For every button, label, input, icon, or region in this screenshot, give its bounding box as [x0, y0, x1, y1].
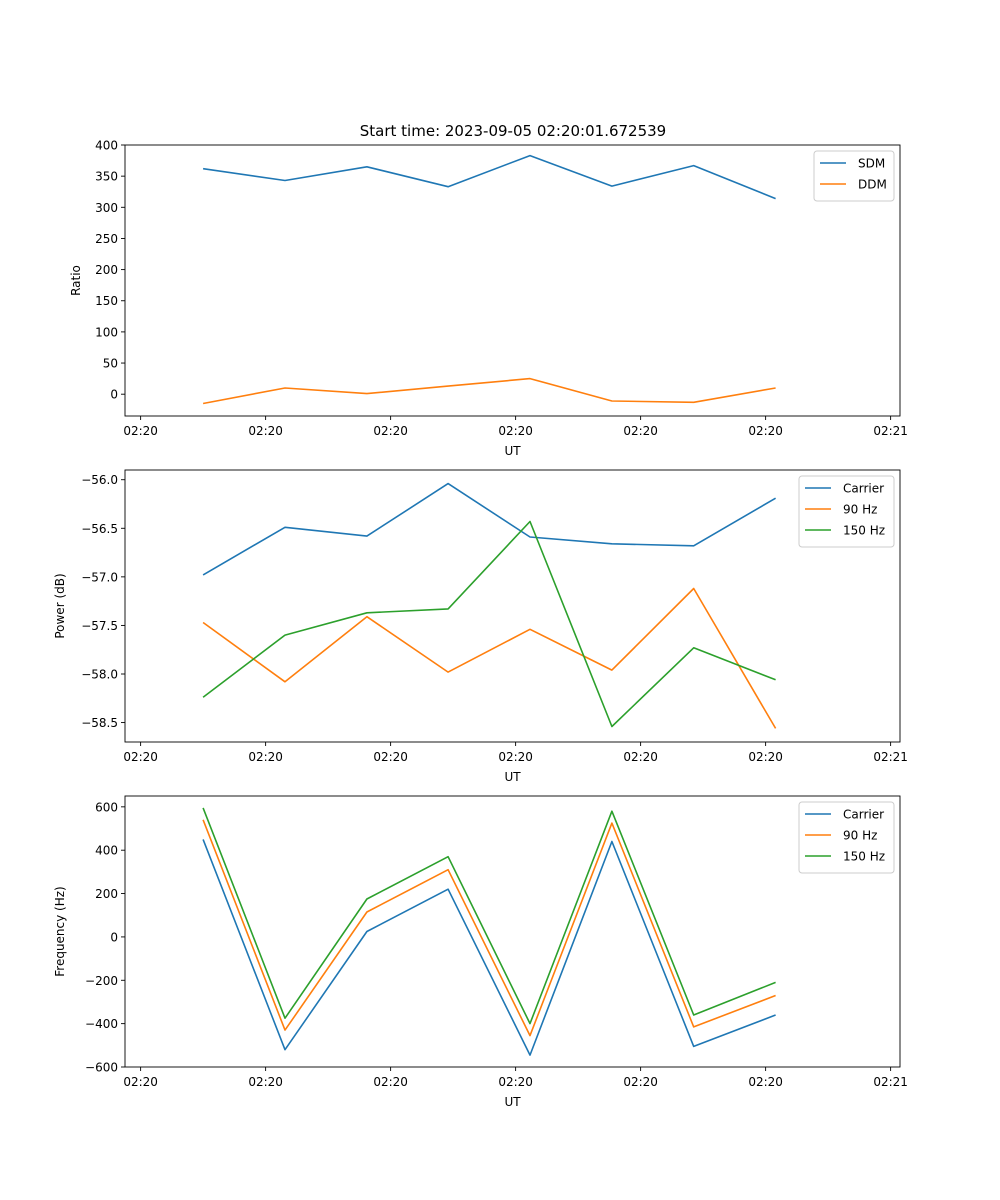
series-line-90-hz [202, 587, 777, 729]
series-line-carrier [202, 839, 776, 1056]
x-tick-label: 02:20 [123, 424, 158, 438]
x-tick-label: 02:20 [498, 424, 533, 438]
x-axis-label: UT [504, 444, 521, 458]
x-tick-label: 02:20 [373, 1075, 408, 1089]
x-tick-label: 02:20 [748, 750, 783, 764]
legend-label: 90 Hz [843, 829, 877, 843]
y-tick-label: −56.5 [81, 522, 118, 536]
y-axis-label: Ratio [69, 265, 83, 296]
y-tick-label: 150 [95, 294, 118, 308]
y-tick-label: 600 [95, 800, 118, 814]
series-line-90-hz [202, 819, 776, 1037]
y-tick-label: −58.0 [81, 668, 118, 682]
x-tick-label: 02:20 [748, 424, 783, 438]
y-tick-label: 200 [95, 887, 118, 901]
y-tick-label: −400 [85, 1017, 118, 1031]
x-tick-label: 02:20 [498, 1075, 533, 1089]
y-tick-label: 50 [103, 357, 118, 371]
series-line-sdm [202, 154, 776, 200]
x-tick-label: 02:20 [623, 750, 658, 764]
x-tick-label: 02:20 [498, 750, 533, 764]
series-line-150-hz [202, 807, 776, 1025]
y-tick-label: 250 [95, 232, 118, 246]
x-tick-label: 02:20 [373, 424, 408, 438]
y-tick-label: −600 [85, 1061, 118, 1075]
legend-label: Carrier [843, 808, 884, 822]
x-axis-label: UT [504, 770, 521, 784]
x-tick-label: 02:21 [873, 1075, 908, 1089]
y-axis-label: Power (dB) [53, 573, 67, 638]
x-tick-label: 02:20 [623, 424, 658, 438]
legend-label: SDM [858, 157, 885, 171]
x-tick-label: 02:21 [873, 750, 908, 764]
figure-title: Start time: 2023-09-05 02:20:01.672539 [360, 122, 666, 140]
x-tick-label: 02:20 [623, 1075, 658, 1089]
y-tick-label: −200 [85, 974, 118, 988]
x-tick-label: 02:20 [248, 750, 283, 764]
y-tick-label: 100 [95, 325, 118, 339]
axes-frame-power [124, 469, 901, 743]
subplot-power: 02:20 02:20 02:20 02:20 02:20 02:20 02:21 −56.0… [53, 469, 908, 784]
x-tick-label: 02:20 [123, 750, 158, 764]
y-tick-label: −57.0 [81, 570, 118, 584]
y-tick-label: −58.5 [81, 716, 118, 730]
legend-label: Carrier [843, 482, 884, 496]
x-tick-label: 02:20 [123, 1075, 158, 1089]
y-tick-label: 0 [110, 388, 118, 402]
x-tick-label: 02:21 [873, 424, 908, 438]
legend-label: 150 Hz [843, 850, 885, 864]
y-tick-label: 200 [95, 263, 118, 277]
x-tick-label: 02:20 [373, 750, 408, 764]
y-tick-label: 400 [95, 844, 118, 858]
x-tick-label: 02:20 [248, 1075, 283, 1089]
subplot-frequency: 02:20 02:20 02:20 02:20 02:20 02:20 02:21 600 40… [53, 795, 908, 1109]
y-tick-label: 300 [95, 201, 118, 215]
x-axis-label: UT [504, 1095, 521, 1109]
y-tick-label: 0 [110, 930, 118, 944]
axes-frame-ratio [124, 144, 901, 417]
legend-label: 150 Hz [843, 524, 885, 538]
series-line-150-hz [202, 520, 776, 728]
y-tick-label: 350 [95, 170, 118, 184]
y-tick-label: −56.0 [81, 473, 118, 487]
series-line-carrier [202, 482, 777, 576]
legend-label: 90 Hz [843, 503, 877, 517]
axes-frame-frequency [124, 795, 901, 1068]
legend-label: DDM [858, 178, 887, 192]
series-line-ddm [202, 377, 776, 405]
x-tick-label: 02:20 [248, 424, 283, 438]
y-axis-label: Frequency (Hz) [53, 886, 67, 977]
y-tick-label: 400 [95, 139, 118, 153]
subplot-ratio: 02:20 02:20 02:20 02:20 02:20 02:20 02:21 0 50 10… [69, 139, 908, 459]
y-tick-label: −57.5 [81, 619, 118, 633]
x-tick-label: 02:20 [748, 1075, 783, 1089]
